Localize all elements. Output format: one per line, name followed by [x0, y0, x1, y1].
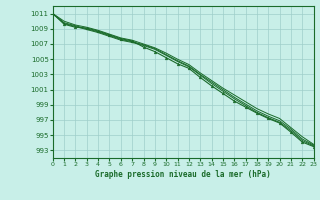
X-axis label: Graphe pression niveau de la mer (hPa): Graphe pression niveau de la mer (hPa)	[95, 170, 271, 179]
